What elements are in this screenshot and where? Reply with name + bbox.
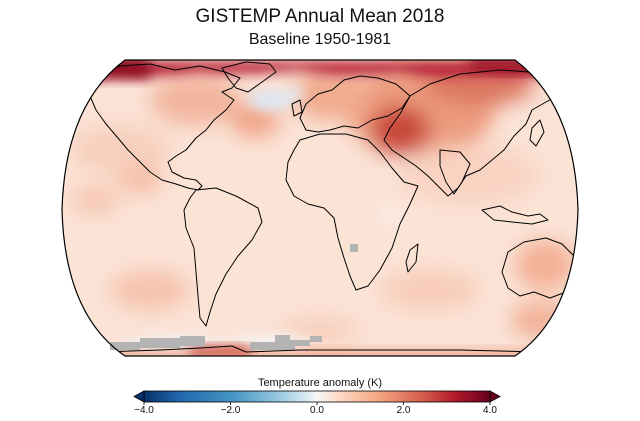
colorbar-tick-label: 2.0 <box>396 405 411 416</box>
colorbar-tick-label: 4.0 <box>483 405 497 416</box>
field-antarctic-warm <box>190 346 250 356</box>
coast-north-america <box>89 63 241 191</box>
missing-data <box>110 244 358 350</box>
coast-madagascar <box>405 243 419 273</box>
anomaly-field <box>62 60 578 356</box>
coast-new-zealand <box>573 299 578 319</box>
missing-cell <box>310 336 322 342</box>
field-warm-regions <box>70 65 575 342</box>
colorbar-extend-high <box>489 390 501 403</box>
map-subtitle: Baseline 1950-1981 <box>248 31 392 48</box>
colorbar-tick-label: 0.0 <box>310 405 324 416</box>
map-frame <box>61 59 579 357</box>
missing-cell <box>290 340 310 346</box>
coast-greenland <box>221 61 277 93</box>
missing-cell <box>110 342 140 350</box>
colorbar-extend-low <box>133 390 145 403</box>
coast-indonesia <box>481 205 549 225</box>
coast-europe <box>299 75 411 133</box>
missing-cell <box>140 338 180 348</box>
colorbar-label: Temperature anomaly (K) <box>257 377 383 389</box>
coast-japan <box>529 119 545 147</box>
coast-uk <box>291 99 303 117</box>
colorbar-tick-label: −4.0 <box>134 405 154 416</box>
missing-cell <box>180 336 205 346</box>
map-title: GISTEMP Annual Mean 2018 <box>195 6 445 27</box>
colorbar-tick-label: −2.0 <box>220 405 241 416</box>
missing-cell <box>350 244 358 252</box>
colorbar <box>133 390 501 405</box>
colorbar-tick-marks <box>143 402 491 405</box>
coast-antarctica <box>99 345 541 353</box>
coast-africa <box>285 133 419 291</box>
missing-cell <box>250 342 295 350</box>
missing-cell <box>275 335 290 342</box>
colorbar-gradient <box>143 390 491 403</box>
coast-south-america <box>183 187 263 327</box>
coast-india <box>439 149 471 195</box>
